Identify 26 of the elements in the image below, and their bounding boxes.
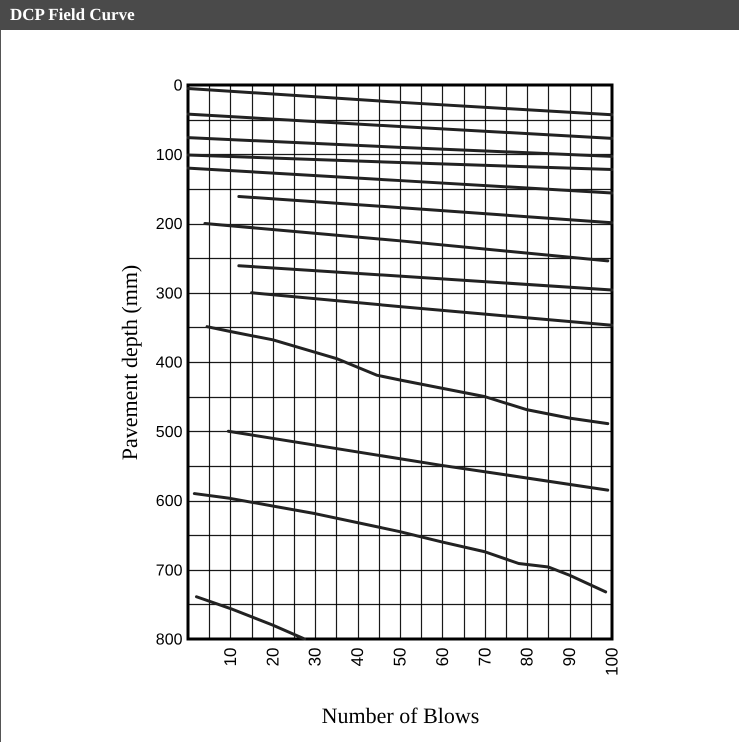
line-series [206,325,610,426]
x-tick-label: 80 [518,648,537,666]
y-tick-label: 100 [156,146,183,164]
x-tick-label: 70 [475,648,494,666]
y-tick-label: 0 [174,78,183,94]
y-tick-label: 400 [156,354,183,372]
y-tick-label: 300 [156,285,183,302]
x-tick-label: 100 [602,648,622,676]
x-tick-label: 50 [390,648,410,666]
line-series [194,595,306,640]
x-axis-title: Number of Blows [322,702,480,728]
x-tick-label: 90 [560,648,580,666]
y-tick-label: 600 [156,493,183,510]
x-tick-label: 60 [432,648,452,666]
x-tick-label: 10 [220,648,240,666]
line-series [192,492,608,594]
line-series [226,430,610,492]
y-axis-title: Pavement depth (mm) [116,264,142,460]
x-tick-label: 40 [348,648,368,666]
y-tick-label: 700 [156,562,183,580]
x-tick-label: 20 [263,648,282,666]
x-tick-label: 30 [306,648,325,666]
chart-title: DCP Field Curve [0,0,739,30]
y-tick-label: 800 [156,632,183,648]
y-tick-label: 500 [156,424,183,441]
y-tick-label: 200 [156,216,183,233]
